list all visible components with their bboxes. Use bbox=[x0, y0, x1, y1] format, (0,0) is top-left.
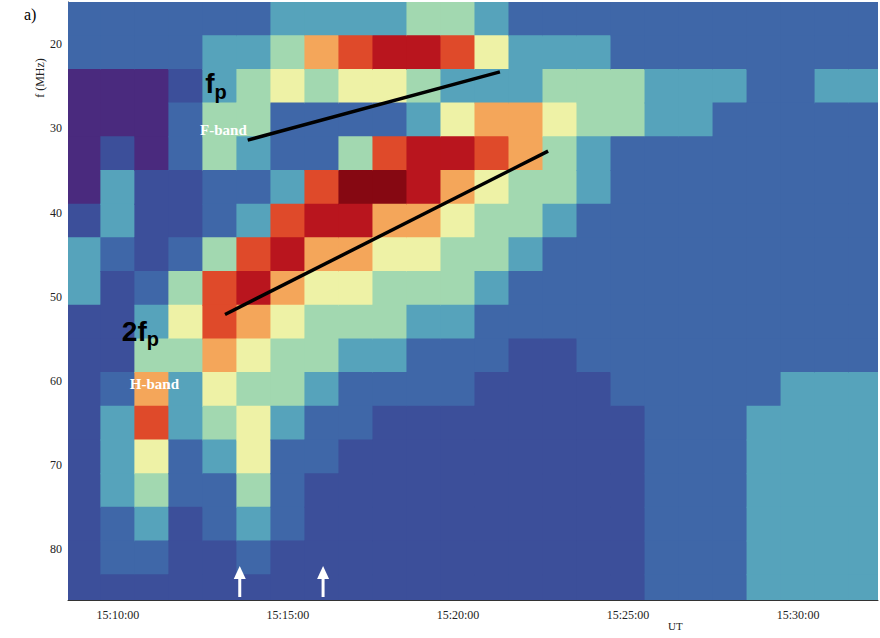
svg-text:f (MHz): f (MHz) bbox=[33, 58, 47, 98]
svg-text:40: 40 bbox=[50, 206, 62, 220]
svg-text:p: p bbox=[147, 328, 159, 350]
svg-text:F-band: F-band bbox=[200, 122, 247, 138]
svg-text:70: 70 bbox=[50, 458, 62, 472]
svg-text:50: 50 bbox=[50, 290, 62, 304]
svg-text:15:20:00: 15:20:00 bbox=[437, 608, 480, 622]
svg-text:30: 30 bbox=[50, 121, 62, 135]
svg-text:20: 20 bbox=[50, 37, 62, 51]
svg-text:15:10:00: 15:10:00 bbox=[97, 608, 140, 622]
svg-text:15:25:00: 15:25:00 bbox=[607, 608, 650, 622]
svg-text:UT: UT bbox=[668, 620, 683, 632]
svg-text:60: 60 bbox=[50, 374, 62, 388]
svg-text:15:15:00: 15:15:00 bbox=[267, 608, 310, 622]
svg-text:f: f bbox=[205, 68, 215, 100]
svg-text:15:30:00: 15:30:00 bbox=[777, 608, 820, 622]
svg-text:2f: 2f bbox=[122, 316, 148, 347]
svg-text:80: 80 bbox=[50, 542, 62, 556]
svg-text:a): a) bbox=[24, 6, 36, 24]
svg-text:H-band: H-band bbox=[130, 376, 180, 392]
svg-text:p: p bbox=[214, 81, 226, 103]
